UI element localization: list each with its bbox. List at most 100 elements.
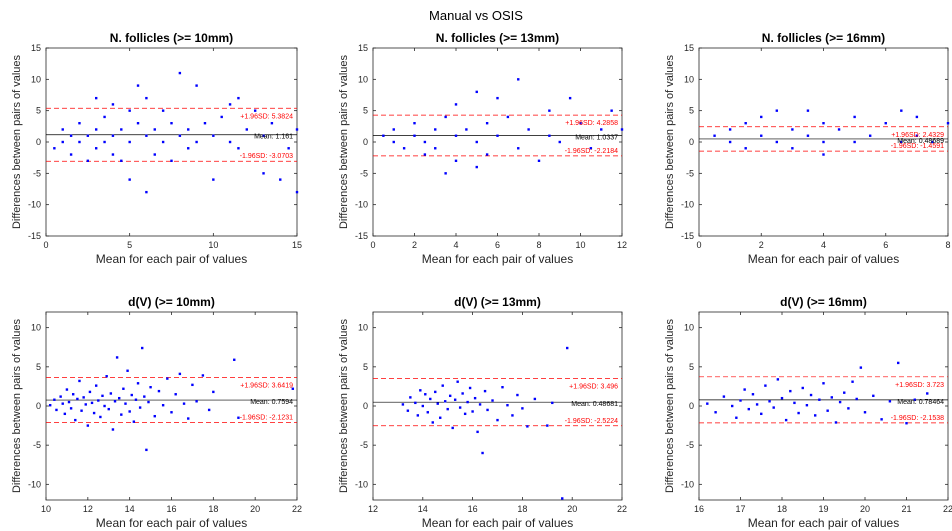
data-point [406, 409, 410, 412]
data-point [143, 395, 146, 398]
data-point [931, 140, 934, 144]
data-point [434, 147, 437, 150]
data-point [166, 377, 169, 380]
data-point [444, 172, 447, 175]
upper-limit-label: +1.96SD: 4.2858 [565, 120, 618, 127]
upper-limit-label: +1.96SD: 3.723 [895, 382, 944, 389]
data-point [86, 424, 90, 427]
data-point [463, 412, 467, 416]
data-point [426, 411, 429, 414]
plot-area [372, 47, 623, 237]
data-point [149, 386, 152, 389]
y-tick-label: -5 [686, 168, 694, 178]
x-tick-label: 19 [818, 504, 828, 514]
lower-limit-label: -1.96SD: -2.1538 [891, 415, 944, 422]
data-point [95, 96, 98, 100]
data-point [620, 128, 624, 131]
data-point [287, 147, 290, 150]
lower-limit-label: -1.96SD: -1.4591 [891, 143, 944, 150]
data-point [739, 399, 742, 402]
data-point [90, 401, 94, 405]
data-point [454, 134, 458, 137]
data-point [295, 190, 299, 194]
data-point [113, 400, 117, 403]
data-point [423, 153, 427, 156]
data-point [101, 394, 104, 398]
x-tick-label: 22 [617, 504, 627, 514]
data-point [822, 153, 825, 156]
y-tick-label: -5 [33, 440, 41, 450]
data-point [465, 128, 468, 131]
y-tick-label: 15 [684, 43, 694, 53]
y-tick-label: -5 [33, 168, 41, 178]
data-point [838, 400, 842, 404]
data-point [475, 90, 478, 94]
data-point [847, 407, 850, 410]
data-point [103, 404, 106, 408]
data-point [946, 122, 950, 125]
x-axis-label: Mean for each pair of values [422, 516, 573, 530]
y-axis-label: Differences between pairs of values [664, 54, 676, 229]
data-point [401, 403, 405, 406]
data-point [491, 399, 494, 402]
data-point [195, 140, 198, 144]
data-point [441, 384, 444, 387]
data-point [423, 140, 427, 144]
data-point [120, 413, 123, 416]
data-point [136, 122, 140, 125]
data-point [434, 390, 437, 394]
y-tick-label: -10 [355, 479, 368, 489]
data-point [496, 96, 499, 100]
data-point [145, 448, 148, 452]
x-tick-label: 12 [368, 504, 378, 514]
data-point [178, 372, 182, 376]
data-point [212, 134, 215, 137]
data-point [69, 153, 73, 156]
subplot-3: 0 2 4 6 8 -15 -10 -5 0 5 10 15 +1.96SD: 2.4329Mean: … [664, 31, 951, 266]
data-point [53, 147, 56, 150]
data-point [92, 411, 96, 415]
data-point [170, 122, 173, 125]
subplot-4: 10 12 14 16 18 20 22 -10 -5 0 5 10 +1.96SD: 3.6419 Me… [11, 295, 302, 530]
x-tick-label: 8 [536, 240, 541, 250]
data-point [86, 134, 90, 137]
mean-label: Mean: 0.48681 [571, 401, 618, 408]
data-point [128, 178, 131, 181]
y-tick-label: 0 [36, 401, 41, 411]
figure-title: Manual vs OSIS [429, 8, 523, 23]
y-tick-label: -15 [355, 231, 368, 241]
data-point [245, 128, 248, 131]
data-point [913, 398, 916, 401]
upper-limit-label: +1.96SD: 3.496 [569, 384, 618, 391]
data-point [95, 128, 98, 131]
data-point [784, 418, 788, 422]
data-point [134, 398, 138, 401]
data-point [728, 128, 732, 131]
x-tick-label: 14 [418, 504, 428, 514]
data-point [527, 128, 530, 131]
y-tick-label: 5 [689, 106, 694, 116]
data-point [382, 134, 385, 137]
data-point [511, 414, 514, 417]
data-point [475, 165, 478, 169]
data-point [496, 134, 499, 137]
y-tick-label: -10 [681, 200, 694, 210]
y-tick-label: 10 [358, 323, 368, 333]
data-point [237, 147, 240, 150]
data-point [402, 147, 406, 150]
data-point [791, 147, 794, 150]
data-point [262, 172, 265, 175]
x-tick-label: 20 [250, 504, 260, 514]
data-point [76, 397, 79, 401]
data-point [291, 387, 295, 390]
data-point [579, 122, 582, 125]
plot-area [372, 311, 623, 501]
subplot-title: d(V) (>= 13mm) [454, 295, 541, 309]
x-tick-label: 0 [43, 240, 48, 250]
x-tick-label: 16 [694, 504, 704, 514]
data-point [868, 134, 872, 137]
x-tick-label: 20 [567, 504, 577, 514]
lower-limit-label: -1.96SD: -2.1231 [240, 415, 293, 422]
subplot-6: 16 17 18 19 20 21 22 -10 -5 0 5 10 +1.96SD: 3.723 Mea… [664, 295, 952, 530]
